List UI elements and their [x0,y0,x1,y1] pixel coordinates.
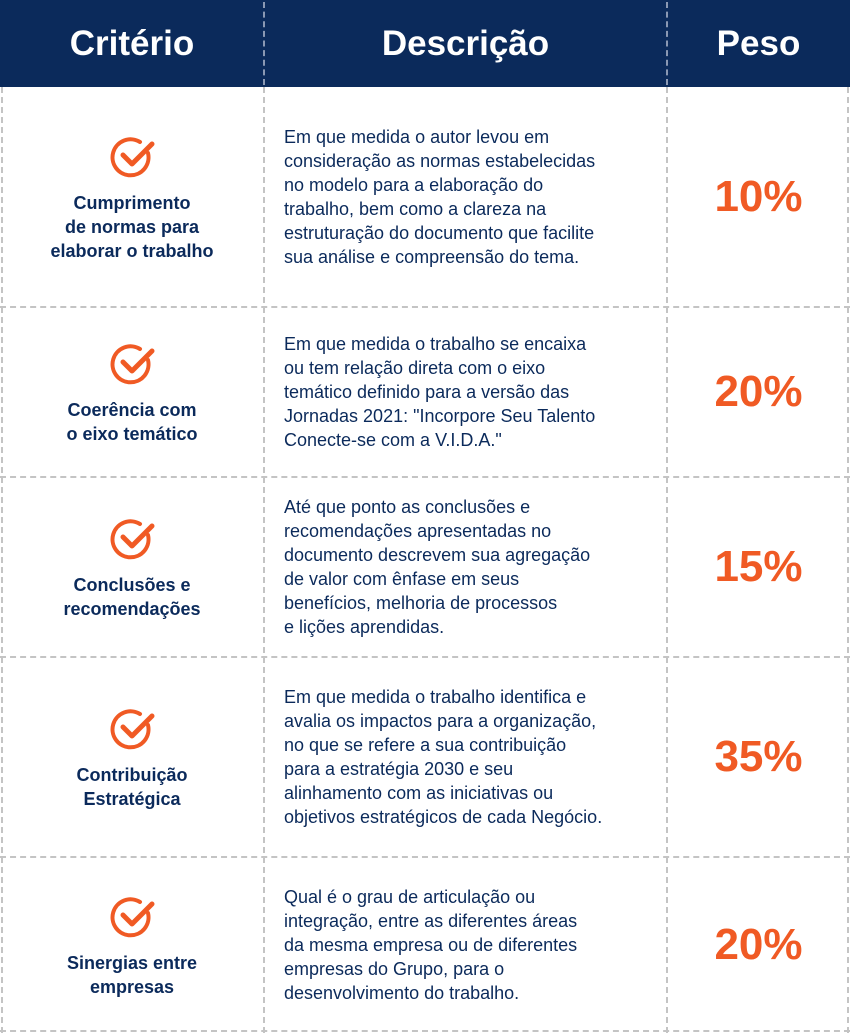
description-cell: Até que ponto as conclusões e recomendaç… [264,477,667,657]
criterion-label: Contribuição Estratégica [76,765,188,809]
row-divider [0,856,850,858]
column-divider [847,87,849,1033]
weight-value: 35% [714,732,803,781]
criterion-label: Coerência com o eixo temático [66,400,198,444]
table-row: Cumprimento de normas para elaborar o tr… [0,87,850,307]
column-divider [263,87,265,1033]
table-row: Sinergias entre empresas Qual é o grau d… [0,857,850,1033]
table-header: Critério Descrição Peso [0,0,850,87]
criterion-cell: Contribuição Estratégica [0,657,264,857]
header-peso: Peso [716,23,801,63]
column-divider [666,87,668,1033]
criterion-cell: Sinergias entre empresas [0,857,264,1033]
column-divider [1,87,3,1033]
header-descricao: Descrição [381,23,550,63]
row-divider [0,306,850,308]
table-row: Coerência com o eixo temático Em que med… [0,307,850,477]
description-cell: Em que medida o trabalho identifica e av… [264,657,667,857]
criterion-cell: Conclusões e recomendações [0,477,264,657]
description-text: Em que medida o trabalho se encaixa ou t… [284,334,596,450]
criterion-label: Cumprimento de normas para elaborar o tr… [50,193,214,261]
check-circle-icon [110,344,155,385]
check-circle-icon [110,709,155,750]
criterion-cell: Cumprimento de normas para elaborar o tr… [0,87,264,307]
row-divider [0,1030,850,1032]
weight-cell: 15% [667,477,850,657]
weight-value: 20% [714,920,803,969]
weight-value: 20% [714,367,803,416]
check-circle-icon [110,897,155,938]
description-cell: Em que medida o autor levou em considera… [264,87,667,307]
description-cell: Qual é o grau de articulação ou integraç… [264,857,667,1033]
header-divider [263,2,265,85]
criterion-cell: Coerência com o eixo temático [0,307,264,477]
criterion-label: Conclusões e recomendações [63,575,201,619]
description-text: Qual é o grau de articulação ou integraç… [284,887,578,1003]
header-divider [666,2,668,85]
table-row: Contribuição Estratégica Em que medida o… [0,657,850,857]
description-cell: Em que medida o trabalho se encaixa ou t… [264,307,667,477]
description-text: Em que medida o autor levou em considera… [284,127,596,267]
row-divider [0,476,850,478]
check-circle-icon [110,137,155,178]
header-criterio: Critério [69,23,195,63]
description-text: Até que ponto as conclusões e recomendaç… [284,497,591,637]
weight-cell: 20% [667,307,850,477]
weight-value: 10% [714,172,803,221]
check-circle-icon [110,519,155,560]
weight-cell: 10% [667,87,850,307]
description-text: Em que medida o trabalho identifica e av… [284,687,603,827]
weight-cell: 20% [667,857,850,1033]
weight-cell: 35% [667,657,850,857]
table-row: Conclusões e recomendações Até que ponto… [0,477,850,657]
row-divider [0,656,850,658]
weight-value: 15% [714,542,803,591]
criterion-label: Sinergias entre empresas [66,953,198,997]
